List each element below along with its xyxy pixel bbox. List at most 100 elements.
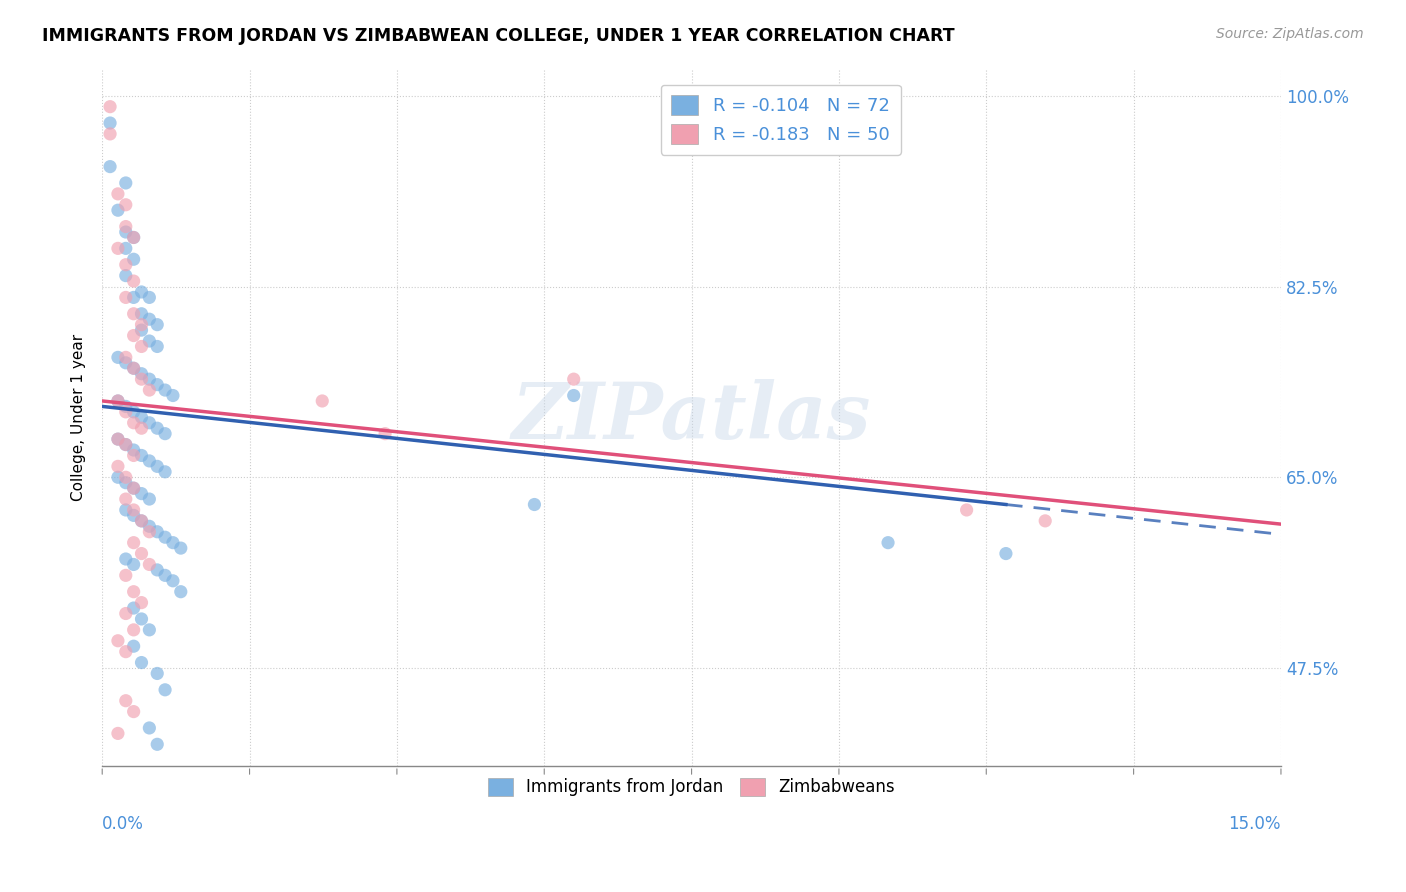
Point xyxy=(877,535,900,549)
Point xyxy=(107,432,129,446)
Point xyxy=(146,737,169,751)
Point xyxy=(122,503,145,517)
Point xyxy=(107,470,129,484)
Point xyxy=(138,372,160,386)
Point xyxy=(131,323,153,337)
Point xyxy=(122,416,145,430)
Point xyxy=(107,351,129,365)
Point xyxy=(98,160,121,174)
Point xyxy=(138,312,160,326)
Point xyxy=(523,498,546,512)
Point xyxy=(153,682,176,697)
Point xyxy=(956,503,979,517)
Point xyxy=(131,612,153,626)
Point xyxy=(122,442,145,457)
Point xyxy=(131,486,153,500)
Point xyxy=(146,339,169,353)
Point xyxy=(122,535,145,549)
Text: 15.0%: 15.0% xyxy=(1229,815,1281,833)
Point xyxy=(138,524,160,539)
Point xyxy=(98,116,121,130)
Point xyxy=(114,470,136,484)
Point xyxy=(138,290,160,304)
Point xyxy=(562,388,585,402)
Point xyxy=(138,721,160,735)
Point xyxy=(98,100,121,114)
Point xyxy=(138,623,160,637)
Point xyxy=(114,437,136,451)
Point xyxy=(122,328,145,343)
Point xyxy=(122,290,145,304)
Point xyxy=(131,367,153,381)
Point xyxy=(131,656,153,670)
Point xyxy=(122,584,145,599)
Point xyxy=(107,633,129,648)
Point xyxy=(122,405,145,419)
Text: ZIPatlas: ZIPatlas xyxy=(512,379,872,456)
Point xyxy=(114,645,136,659)
Point xyxy=(107,394,129,409)
Point xyxy=(146,421,169,435)
Point xyxy=(131,547,153,561)
Point xyxy=(114,290,136,304)
Text: Source: ZipAtlas.com: Source: ZipAtlas.com xyxy=(1216,27,1364,41)
Point xyxy=(122,307,145,321)
Point xyxy=(138,454,160,468)
Point xyxy=(107,203,129,218)
Point xyxy=(146,524,169,539)
Point xyxy=(114,225,136,239)
Point xyxy=(311,394,333,409)
Point xyxy=(162,535,184,549)
Point xyxy=(122,558,145,572)
Point xyxy=(131,318,153,332)
Point xyxy=(114,258,136,272)
Point xyxy=(114,351,136,365)
Point xyxy=(162,574,184,588)
Point xyxy=(131,339,153,353)
Point xyxy=(138,519,160,533)
Point xyxy=(114,607,136,621)
Point xyxy=(131,421,153,435)
Point xyxy=(114,568,136,582)
Point xyxy=(122,449,145,463)
Point xyxy=(131,307,153,321)
Point xyxy=(131,372,153,386)
Point xyxy=(131,449,153,463)
Point xyxy=(138,416,160,430)
Point xyxy=(131,514,153,528)
Y-axis label: College, Under 1 year: College, Under 1 year xyxy=(72,334,86,501)
Point xyxy=(153,383,176,397)
Point xyxy=(122,705,145,719)
Legend: Immigrants from Jordan, Zimbabweans: Immigrants from Jordan, Zimbabweans xyxy=(481,771,901,803)
Point xyxy=(153,530,176,544)
Point xyxy=(146,563,169,577)
Point xyxy=(170,584,193,599)
Point xyxy=(122,601,145,615)
Point xyxy=(162,388,184,402)
Point xyxy=(131,596,153,610)
Point xyxy=(131,285,153,299)
Point xyxy=(114,437,136,451)
Point xyxy=(122,252,145,267)
Point xyxy=(122,508,145,523)
Point xyxy=(114,356,136,370)
Point xyxy=(374,426,396,441)
Point xyxy=(138,491,160,506)
Text: IMMIGRANTS FROM JORDAN VS ZIMBABWEAN COLLEGE, UNDER 1 YEAR CORRELATION CHART: IMMIGRANTS FROM JORDAN VS ZIMBABWEAN COL… xyxy=(42,27,955,45)
Point xyxy=(146,377,169,392)
Point xyxy=(107,432,129,446)
Point xyxy=(114,503,136,517)
Point xyxy=(107,186,129,201)
Point xyxy=(131,514,153,528)
Point xyxy=(153,465,176,479)
Point xyxy=(114,491,136,506)
Point xyxy=(107,241,129,255)
Point xyxy=(146,318,169,332)
Point xyxy=(138,383,160,397)
Point xyxy=(122,230,145,244)
Point xyxy=(122,361,145,376)
Point xyxy=(114,405,136,419)
Point xyxy=(122,361,145,376)
Point xyxy=(122,639,145,653)
Point xyxy=(131,410,153,425)
